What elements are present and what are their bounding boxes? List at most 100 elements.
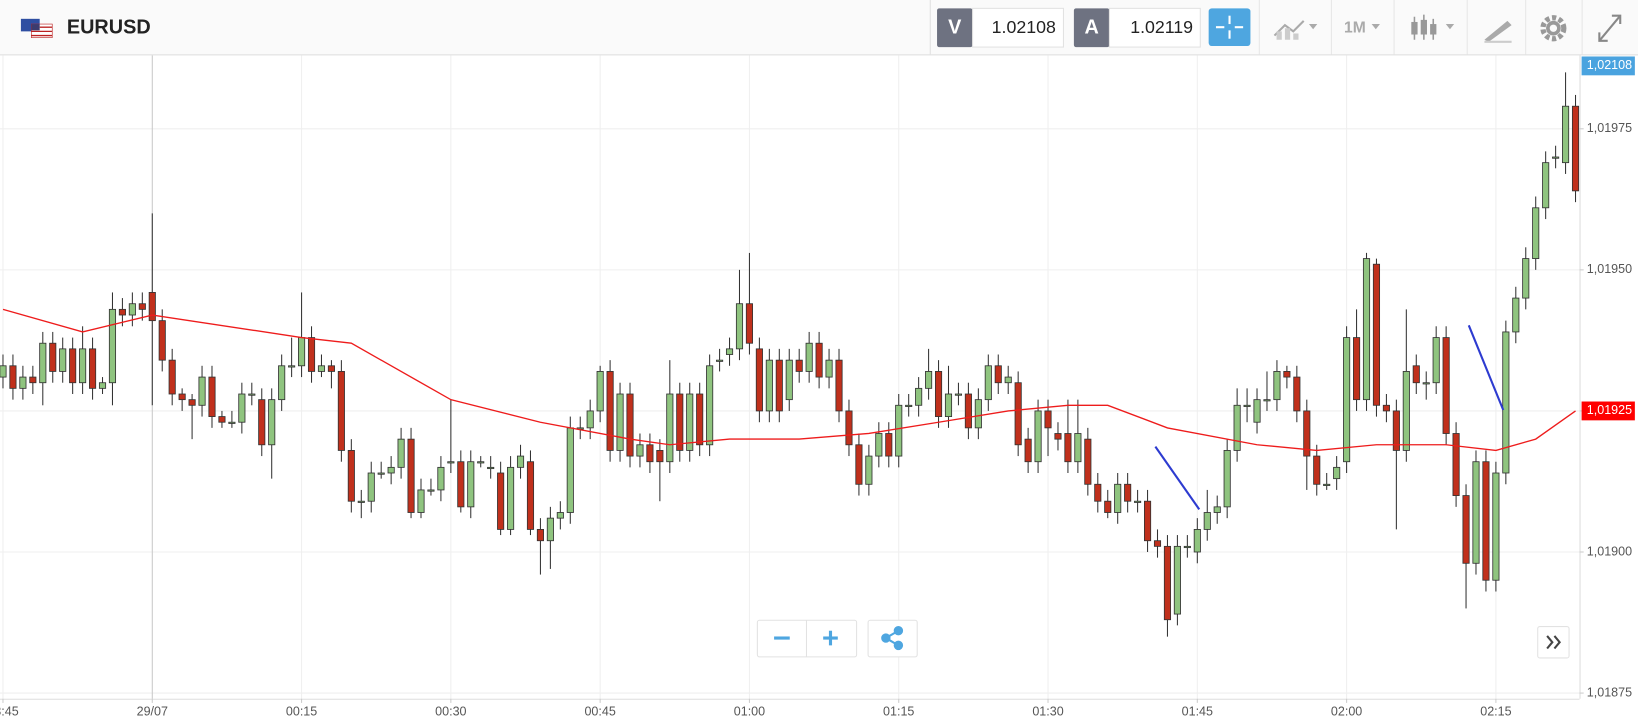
ask-price: 1.02119 — [1130, 17, 1193, 37]
candle-body — [79, 348, 87, 384]
candle-body — [1114, 483, 1122, 513]
candle-body — [1482, 461, 1490, 581]
x-tick-label: 02:15 — [1480, 705, 1511, 719]
candle-body — [1362, 258, 1371, 401]
candle-body — [198, 376, 206, 406]
candle-body — [1173, 545, 1181, 615]
candle-body — [616, 393, 624, 451]
candle-body — [805, 342, 813, 372]
candle-body — [1124, 483, 1132, 502]
drawing-tools-button[interactable] — [1484, 20, 1512, 43]
candle-body — [656, 450, 664, 463]
candle-body — [1442, 337, 1450, 434]
zoom-in[interactable] — [823, 630, 838, 646]
candle-body — [875, 433, 883, 457]
candle-body — [59, 348, 67, 372]
candle-body — [1213, 506, 1221, 513]
indicators-button[interactable] — [1273, 20, 1318, 40]
candle-body — [1333, 466, 1341, 480]
candle-body — [1432, 337, 1440, 384]
candle-body — [626, 393, 634, 457]
candle-body — [755, 348, 763, 412]
flag-icon — [20, 18, 53, 38]
y-tick-label: 1,01975 — [1587, 121, 1632, 135]
candle-body — [1353, 337, 1361, 401]
candle-body — [1253, 399, 1261, 423]
candle-body — [526, 461, 535, 530]
candle-body — [357, 500, 365, 503]
chart-type-button[interactable] — [1411, 14, 1455, 40]
bid-button[interactable] — [937, 8, 973, 48]
candle-body — [835, 359, 843, 412]
candle-body — [735, 303, 744, 350]
candle-body — [1392, 410, 1400, 451]
ask-button[interactable] — [1073, 8, 1110, 48]
candle-body — [228, 421, 236, 424]
x-tick-label: 00:45 — [584, 705, 615, 719]
candle-body — [1571, 105, 1580, 192]
candle-body — [1024, 438, 1032, 463]
candle-body — [268, 399, 276, 446]
candle-body — [536, 529, 544, 542]
fullscreen-button[interactable] — [1598, 14, 1622, 42]
candle-body — [327, 365, 335, 372]
last-price-tag-bg — [1581, 56, 1635, 76]
candle-body — [457, 461, 465, 508]
x-tick-label: 29/07 — [137, 705, 168, 719]
candle-body — [895, 404, 903, 457]
candle-body — [566, 427, 574, 513]
candle-body — [9, 365, 17, 389]
candle-body — [1343, 337, 1351, 463]
candle-body — [1422, 382, 1430, 385]
header-bg — [0, 0, 1638, 55]
candle-body — [696, 393, 704, 446]
candle-body — [865, 455, 873, 485]
candle-body — [288, 365, 296, 368]
candle-body — [745, 303, 753, 344]
settings-button[interactable] — [1540, 15, 1567, 42]
plot-area: 1,01875 1,01900 1,01925 1,01950 1,01975 23:45… — [0, 55, 1635, 719]
candle-body — [427, 489, 435, 492]
candle-body — [974, 399, 982, 429]
candle-body — [716, 359, 724, 362]
candle-body — [317, 365, 326, 372]
candle-body — [158, 320, 166, 361]
candle-body — [905, 404, 913, 407]
timeframe-button[interactable]: 1M — [1344, 19, 1366, 36]
candle-body — [676, 393, 684, 451]
candle-body — [467, 461, 475, 508]
candle-body — [725, 348, 734, 355]
candle-body — [606, 371, 614, 451]
share-box — [867, 619, 918, 658]
candle-body — [118, 308, 126, 316]
candle-body — [845, 410, 853, 446]
candle-body — [148, 292, 156, 322]
candle-body — [825, 359, 833, 378]
drawn-line[interactable] — [1154, 446, 1201, 510]
x-tick-label: 00:15 — [286, 705, 317, 719]
candle-body — [1034, 410, 1042, 463]
candle-body — [258, 399, 266, 446]
candle-body — [0, 365, 7, 378]
candle-body — [1323, 483, 1331, 486]
candle-body — [686, 393, 694, 451]
candle-body — [785, 359, 793, 401]
ask-label: A — [1084, 16, 1098, 38]
candle-body — [487, 466, 495, 470]
y-tick-label: 1,01875 — [1587, 685, 1632, 699]
candle-body — [367, 472, 375, 502]
dropdown-arrow — [1371, 24, 1380, 30]
candle-body — [507, 466, 515, 530]
drawn-line[interactable] — [1467, 324, 1505, 411]
candle-body — [477, 461, 485, 464]
crosshair-button[interactable] — [1208, 8, 1251, 47]
candle-body — [337, 371, 345, 451]
share-button[interactable] — [881, 626, 904, 651]
candle-body — [1283, 371, 1291, 378]
candle-body — [377, 472, 385, 475]
candle-body — [915, 387, 923, 406]
candle-body — [397, 438, 405, 468]
candle-body — [1243, 404, 1251, 407]
